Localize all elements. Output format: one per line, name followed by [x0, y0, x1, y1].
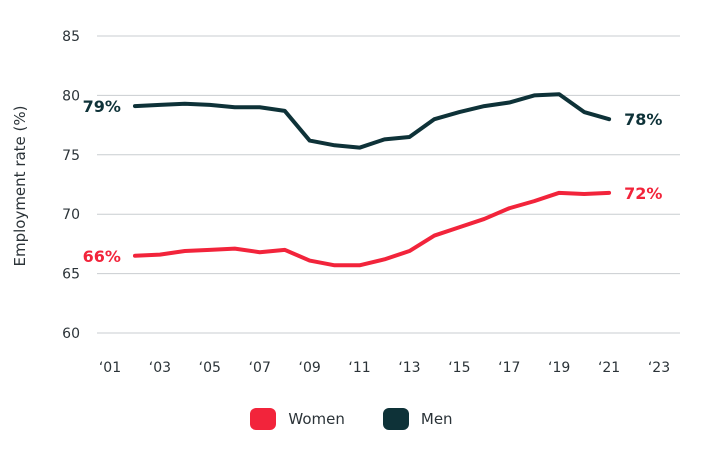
data-point-men	[383, 137, 387, 141]
end-label-women: 72%	[624, 184, 662, 203]
data-point-men	[158, 103, 162, 107]
data-point-men	[482, 104, 486, 108]
x-tick-label: ‘15	[448, 360, 470, 376]
y-tick-label: 60	[62, 326, 80, 342]
data-point-women	[607, 191, 611, 195]
start-label-men: 79%	[83, 97, 121, 116]
data-point-women	[133, 254, 137, 258]
x-tick-label: ‘23	[648, 360, 670, 376]
data-point-women	[183, 249, 187, 253]
end-labels: 66% 72% 79% 78%	[83, 97, 663, 266]
data-point-women	[383, 257, 387, 261]
data-point-women	[208, 248, 212, 252]
data-point-men	[507, 101, 511, 105]
legend-item-women: Women	[250, 408, 345, 430]
y-tick-label: 85	[62, 29, 80, 45]
data-point-women	[333, 263, 337, 267]
data-point-women	[308, 259, 312, 263]
data-point-women	[557, 191, 561, 195]
y-axis-label: Employment rate (%)	[11, 105, 29, 266]
data-point-men	[308, 139, 312, 143]
legend-item-men: Men	[382, 408, 453, 430]
data-point-men	[457, 110, 461, 114]
x-axis-ticks: ‘01 ‘03 ‘05 ‘07 ‘09 ‘11 ‘13 ‘15 ‘17 ‘19 ‘21 ‘23	[99, 360, 670, 376]
data-point-women	[233, 247, 237, 251]
x-tick-label: ‘19	[548, 360, 570, 376]
gridlines	[97, 35, 680, 334]
x-tick-label: ‘11	[348, 360, 370, 376]
data-point-men	[407, 135, 411, 139]
x-tick-label: ‘07	[249, 360, 271, 376]
data-point-men	[432, 117, 436, 121]
x-tick-label: ‘21	[598, 360, 620, 376]
series-lines	[132, 92, 612, 268]
series-line-women	[132, 190, 612, 268]
data-point-men	[333, 143, 337, 147]
data-point-women	[482, 217, 486, 221]
y-tick-label: 75	[62, 148, 80, 164]
data-point-men	[607, 117, 611, 121]
data-point-women	[532, 199, 536, 203]
x-tick-label: ‘17	[498, 360, 520, 376]
data-point-women	[283, 248, 287, 252]
y-tick-label: 65	[62, 267, 80, 283]
data-point-men	[208, 103, 212, 107]
data-point-women	[457, 225, 461, 229]
data-point-men	[358, 146, 362, 150]
data-point-men	[183, 102, 187, 106]
data-point-women	[507, 206, 511, 210]
legend-swatch-men	[382, 408, 409, 430]
data-point-men	[557, 92, 561, 96]
legend: Women Men	[0, 404, 703, 434]
data-point-men	[283, 109, 287, 113]
data-point-women	[432, 234, 436, 238]
data-point-men	[258, 105, 262, 109]
start-label-women: 66%	[83, 247, 121, 266]
x-tick-label: ‘09	[299, 360, 321, 376]
data-point-women	[358, 263, 362, 267]
data-point-women	[582, 192, 586, 196]
y-axis-ticks: 60 65 70 75 80 85	[62, 29, 80, 342]
legend-label-women: Women	[288, 410, 345, 428]
x-tick-label: ‘01	[99, 360, 121, 376]
data-point-women	[258, 250, 262, 254]
data-point-men	[582, 110, 586, 114]
end-label-men: 78%	[624, 110, 662, 129]
x-tick-label: ‘03	[149, 360, 171, 376]
data-point-women	[158, 253, 162, 257]
data-point-men	[133, 104, 137, 108]
data-point-men	[233, 105, 237, 109]
legend-swatch-women	[250, 408, 277, 430]
x-tick-label: ‘13	[398, 360, 420, 376]
legend-label-men: Men	[420, 410, 453, 428]
data-point-women	[407, 249, 411, 253]
data-point-men	[532, 93, 536, 97]
x-tick-label: ‘05	[199, 360, 221, 376]
y-tick-label: 80	[62, 88, 80, 104]
series-line-men	[132, 92, 612, 150]
y-tick-label: 70	[62, 207, 80, 223]
